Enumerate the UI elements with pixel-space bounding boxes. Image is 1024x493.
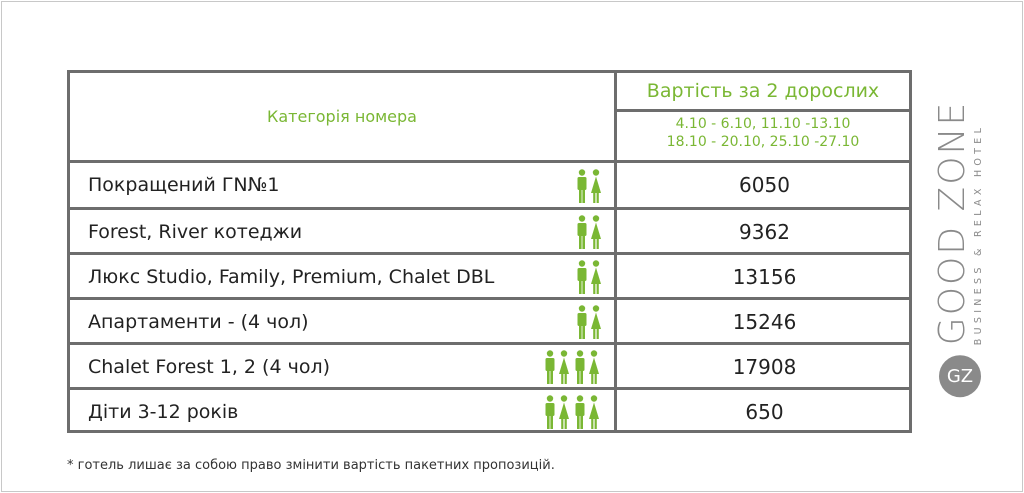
header-dates: 4.10 - 6.10, 11.10 -13.10 18.10 - 20.10,…	[617, 115, 909, 151]
guest-icons	[545, 395, 599, 429]
price: 9362	[739, 220, 790, 244]
guest-icons	[577, 260, 601, 294]
header-category: Категорія номера	[267, 107, 417, 126]
header-price: Вартість за 2 дорослих	[646, 80, 880, 102]
row-divider	[70, 207, 909, 210]
guest-icons	[545, 350, 599, 384]
guest-icons	[577, 305, 601, 339]
svg-text:GZ: GZ	[947, 366, 973, 387]
logo-emblem: GZ	[939, 355, 981, 398]
logo-tagline: BUSINESS & RELAX HOTEL	[973, 123, 984, 346]
guest-icons	[577, 169, 601, 203]
row-divider	[70, 387, 909, 390]
logo-name: GOOD ZONE	[932, 100, 973, 346]
dates-line: 4.10 - 6.10, 11.10 -13.10	[675, 116, 851, 132]
column-divider	[614, 73, 617, 430]
category: Люкс Studio, Family, Premium, Chalet DBL	[88, 266, 495, 288]
category: Діти 3-12 років	[88, 401, 239, 423]
row-divider	[70, 252, 909, 255]
row-divider	[70, 160, 909, 163]
header-divider	[614, 109, 909, 112]
row-divider	[70, 297, 909, 300]
price: 17908	[732, 355, 797, 379]
row-divider	[70, 342, 909, 345]
price: 6050	[739, 173, 790, 197]
category: Апартаменти - (4 чол)	[88, 311, 309, 333]
guest-icons	[577, 215, 601, 249]
price: 13156	[732, 265, 797, 289]
category: Forest, River котеджи	[88, 221, 303, 243]
category: Chalet Forest 1, 2 (4 чол)	[88, 356, 330, 378]
footnote: * готель лишає за собою право змінити ва…	[67, 458, 555, 473]
price: 15246	[732, 310, 797, 334]
dates-line: 18.10 - 20.10, 25.10 -27.10	[666, 134, 860, 150]
logo: GZ GOOD ZONE BUSINESS & RELAX HOTEL	[932, 100, 986, 399]
price-table: Категорія номера Вартість за 2 дорослих …	[67, 70, 912, 433]
category: Покращений ГN№1	[88, 174, 280, 196]
price: 650	[745, 400, 784, 424]
